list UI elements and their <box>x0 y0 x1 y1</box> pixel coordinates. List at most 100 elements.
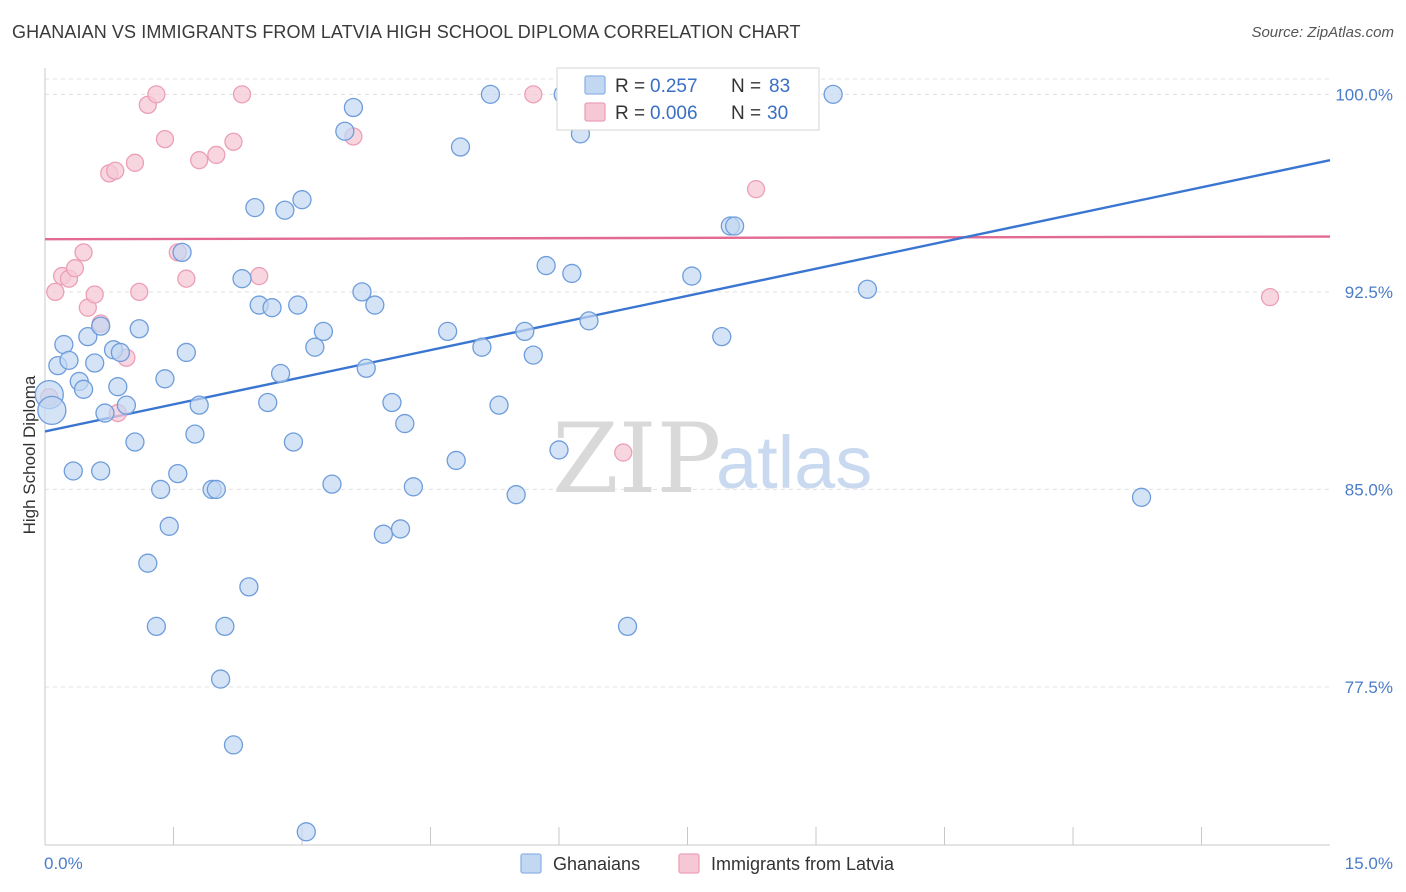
ghanaian-point <box>382 392 402 413</box>
latvia-point <box>614 443 633 462</box>
ghanaian-point <box>395 413 415 434</box>
ghanaian-point <box>288 295 308 315</box>
ghanaian-point <box>59 350 79 371</box>
ghanaian-point <box>150 479 171 500</box>
latvia-point <box>74 243 93 262</box>
ghanaian-point <box>562 263 582 284</box>
ghanaian-point <box>549 440 569 460</box>
ghanaian-point <box>210 669 231 689</box>
x-tick-label-start: 0.0% <box>44 854 83 873</box>
legend-r-value-1: 0.257 <box>650 76 698 97</box>
ghanaian-point <box>262 298 282 318</box>
ghanaian-point <box>110 342 131 363</box>
bottom-legend-label-ghanaians: Ghanaians <box>553 854 640 874</box>
bottom-legend-swatch-latvia <box>678 853 700 874</box>
bottom-legend-label-latvia: Immigrants from Latvia <box>711 854 895 874</box>
y-axis-label: High School Diploma <box>20 375 39 534</box>
y-tick-label: 92.5% <box>1345 283 1393 302</box>
latvia-point <box>46 282 65 302</box>
ghanaian-point <box>270 363 291 384</box>
ghanaian-point <box>305 337 325 357</box>
latvia-point <box>125 153 145 172</box>
ghanaian-point <box>373 524 394 544</box>
ghanaian-point <box>356 358 376 378</box>
latvia-point <box>250 266 269 286</box>
ghanaian-point <box>724 216 745 236</box>
x-tick-labels: 0.0% 15.0% <box>44 854 1393 873</box>
ghanaian-point <box>172 242 192 263</box>
watermark-zip: ZIP <box>552 403 721 515</box>
ghanaian-point <box>446 450 466 471</box>
ghanaian-point <box>523 345 543 365</box>
ghanaian-point <box>343 97 364 118</box>
ghanaian-point <box>223 735 244 755</box>
latvia-point <box>224 132 243 151</box>
ghanaian-point <box>292 190 312 210</box>
ghanaian-point <box>489 395 509 415</box>
ghanaian-point <box>403 477 424 497</box>
legend-r-value-2: 0.006 <box>650 103 698 124</box>
ghanaian-point <box>37 395 67 426</box>
ghanaian-point <box>283 432 304 452</box>
latvia-point <box>130 282 149 302</box>
ghanaian-point <box>155 369 175 389</box>
legend-r-label-1: R = <box>615 76 645 97</box>
ghanaian-point <box>823 84 843 104</box>
ghanaian-point <box>168 463 188 484</box>
legend-swatch-ghanaians <box>584 75 606 95</box>
latvia-point <box>207 145 226 165</box>
ghanaian-point <box>390 519 411 539</box>
ghanaian-point <box>322 474 342 494</box>
legend-r-label-2: R = <box>615 103 645 124</box>
source-label: Source: ZipAtlas.com <box>1251 24 1394 41</box>
ghanaian-point <box>258 392 278 413</box>
latvia-point <box>85 285 104 304</box>
chart-title: GHANAIAN VS IMMIGRANTS FROM LATVIA HIGH … <box>12 22 801 42</box>
ghanaian-point <box>437 321 458 342</box>
ghanaian-point <box>185 424 205 444</box>
y-tick-label: 77.5% <box>1345 678 1393 697</box>
ghanaian-point <box>275 200 295 220</box>
legend-swatch-latvia <box>584 102 606 122</box>
latvia-point <box>177 269 196 288</box>
ghanaian-point <box>108 377 128 397</box>
ghanaian-point <box>506 485 526 505</box>
latvia-trend-line <box>44 235 1331 241</box>
ghanaian-point <box>472 337 492 357</box>
ghanaian-point <box>450 137 471 157</box>
latvia-point <box>1260 287 1280 307</box>
ghanaian-point <box>91 461 111 481</box>
y-tick-label: 85.0% <box>1345 480 1393 499</box>
ghanaian-point <box>617 616 638 637</box>
x-tick-label-end: 15.0% <box>1345 854 1393 873</box>
latvia-point <box>524 85 543 104</box>
latvia-point <box>65 259 85 278</box>
legend-n-label-1: N = <box>731 76 761 97</box>
ghanaian-point <box>480 84 501 104</box>
ghanaian-point <box>85 353 105 373</box>
ghanaian-point <box>215 616 235 637</box>
latvia-point <box>746 180 766 199</box>
grid-lines <box>45 78 1330 688</box>
ghanaian-point <box>206 479 226 500</box>
ghanaian-point <box>146 616 167 637</box>
ghanaian-point <box>239 577 259 597</box>
ghanaian-point <box>125 432 145 452</box>
ghanaian-point <box>63 461 83 481</box>
ghanaian-point <box>365 295 385 315</box>
ghanaian-point <box>129 319 149 339</box>
latvia-point <box>147 85 166 104</box>
latvia-point <box>190 151 209 170</box>
ghanaian-trend-line <box>44 159 1331 433</box>
ghanaian-point <box>579 311 599 331</box>
bottom-legend: Ghanaians Immigrants from Latvia <box>520 853 895 874</box>
ghanaian-point <box>857 279 878 299</box>
ghanaian-point <box>682 266 702 286</box>
ghanaian-point <box>78 327 98 347</box>
y-tick-label: 100.0% <box>1335 85 1393 104</box>
latvia-point <box>155 129 175 149</box>
ghanaian-point <box>335 121 355 141</box>
ghanaian-point <box>73 379 94 399</box>
ghanaian-point <box>138 553 158 573</box>
